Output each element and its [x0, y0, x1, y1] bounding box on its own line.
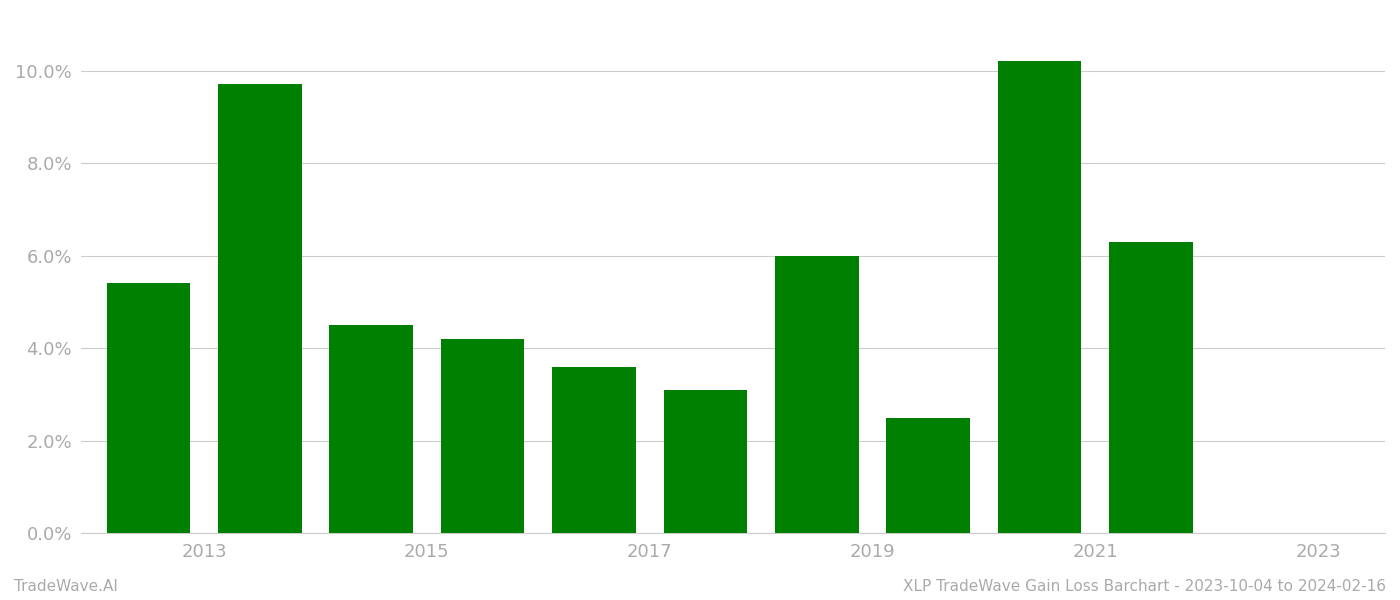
Bar — [998, 61, 1081, 533]
Bar — [776, 256, 858, 533]
Bar — [1109, 242, 1193, 533]
Bar — [664, 390, 748, 533]
Bar — [329, 325, 413, 533]
Text: TradeWave.AI: TradeWave.AI — [14, 579, 118, 594]
Bar — [218, 85, 301, 533]
Bar — [106, 283, 190, 533]
Bar — [886, 418, 970, 533]
Bar — [441, 339, 525, 533]
Text: XLP TradeWave Gain Loss Barchart - 2023-10-04 to 2024-02-16: XLP TradeWave Gain Loss Barchart - 2023-… — [903, 579, 1386, 594]
Bar — [552, 367, 636, 533]
